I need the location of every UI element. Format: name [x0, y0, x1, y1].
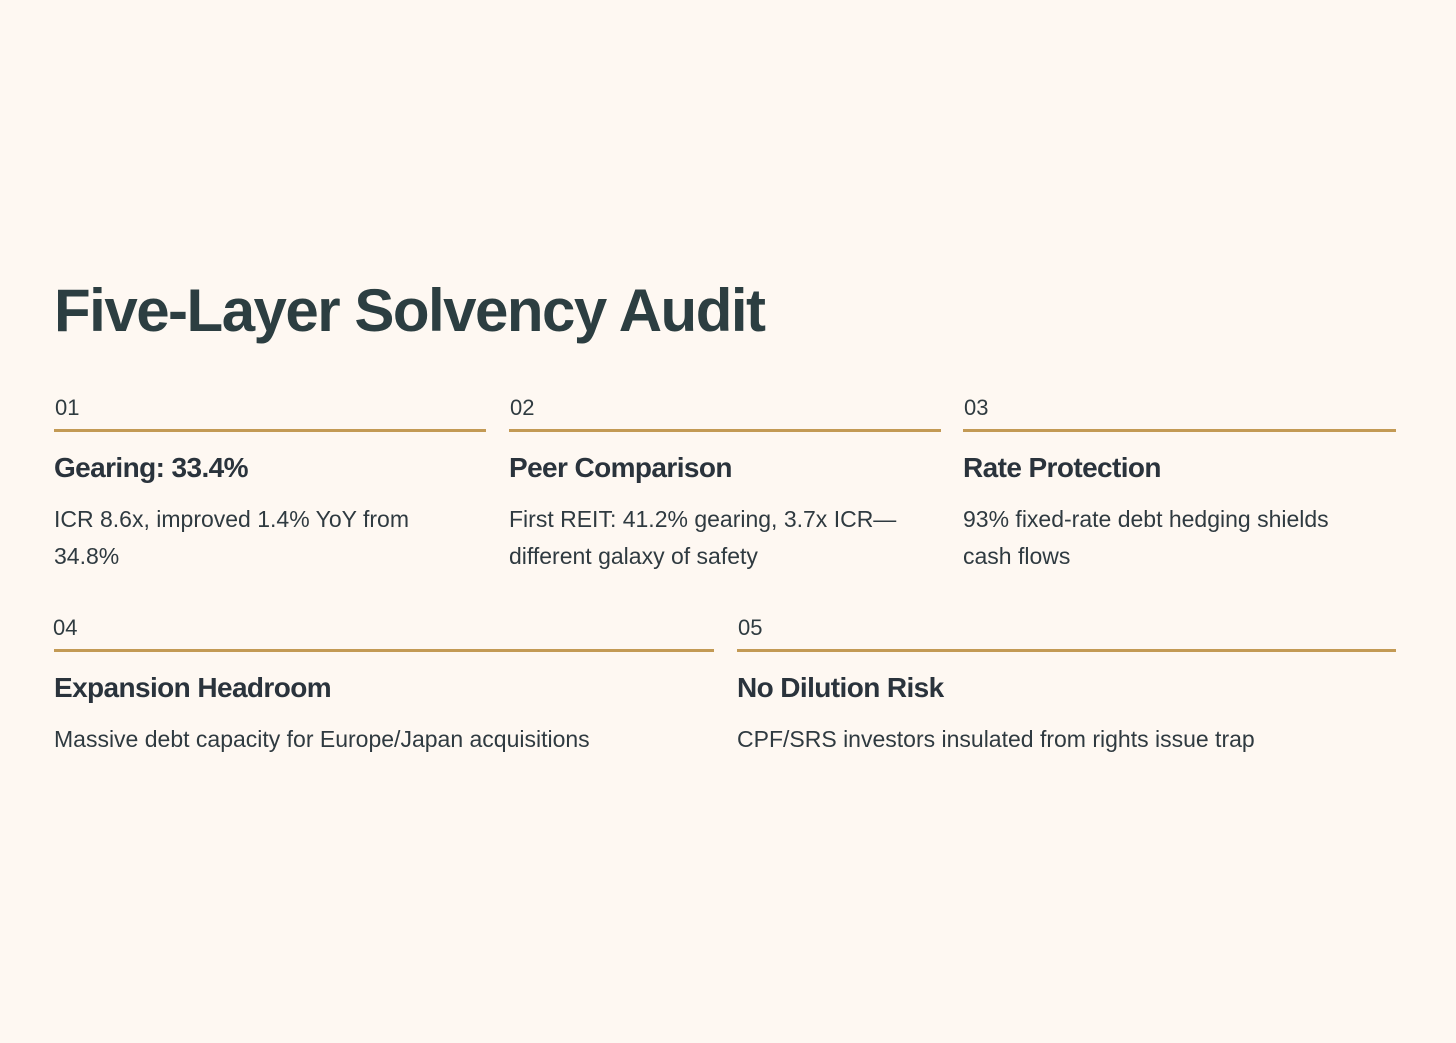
- card-divider: [737, 649, 1396, 652]
- card-number: 05: [738, 615, 763, 640]
- audit-card-gearing: 01 Gearing: 33.4% ICR 8.6x, improved 1.4…: [54, 395, 486, 575]
- audit-card-expansion-headroom: 04 Expansion Headroom Massive debt capac…: [53, 615, 714, 758]
- card-description: First REIT: 41.2% gearing, 3.7x ICR—diff…: [509, 506, 897, 569]
- card-description: 93% fixed-rate debt hedging shields cash…: [963, 506, 1329, 569]
- card-heading: Expansion Headroom: [54, 672, 332, 703]
- audit-card-no-dilution-risk: 05 No Dilution Risk CPF/SRS investors in…: [737, 615, 1396, 758]
- card-description: Massive debt capacity for Europe/Japan a…: [54, 726, 590, 752]
- card-number: 02: [510, 395, 535, 420]
- card-description: ICR 8.6x, improved 1.4% YoY from 34.8%: [54, 506, 409, 569]
- card-divider: [963, 429, 1396, 432]
- card-heading: Peer Comparison: [509, 452, 732, 483]
- card-heading: Gearing: 33.4%: [54, 452, 249, 483]
- card-divider: [54, 429, 486, 432]
- card-divider: [509, 429, 941, 432]
- card-heading: No Dilution Risk: [737, 672, 944, 703]
- card-divider: [54, 649, 714, 652]
- card-number: 01: [55, 395, 80, 420]
- audit-card-peer-comparison: 02 Peer Comparison First REIT: 41.2% gea…: [509, 395, 941, 575]
- audit-card-rate-protection: 03 Rate Protection 93% fixed-rate debt h…: [963, 395, 1396, 575]
- card-heading: Rate Protection: [963, 452, 1162, 483]
- card-number: 03: [964, 395, 989, 420]
- card-number: 04: [53, 615, 78, 640]
- card-description: CPF/SRS investors insulated from rights …: [737, 726, 1255, 752]
- page-title: Five-Layer Solvency Audit: [54, 277, 766, 344]
